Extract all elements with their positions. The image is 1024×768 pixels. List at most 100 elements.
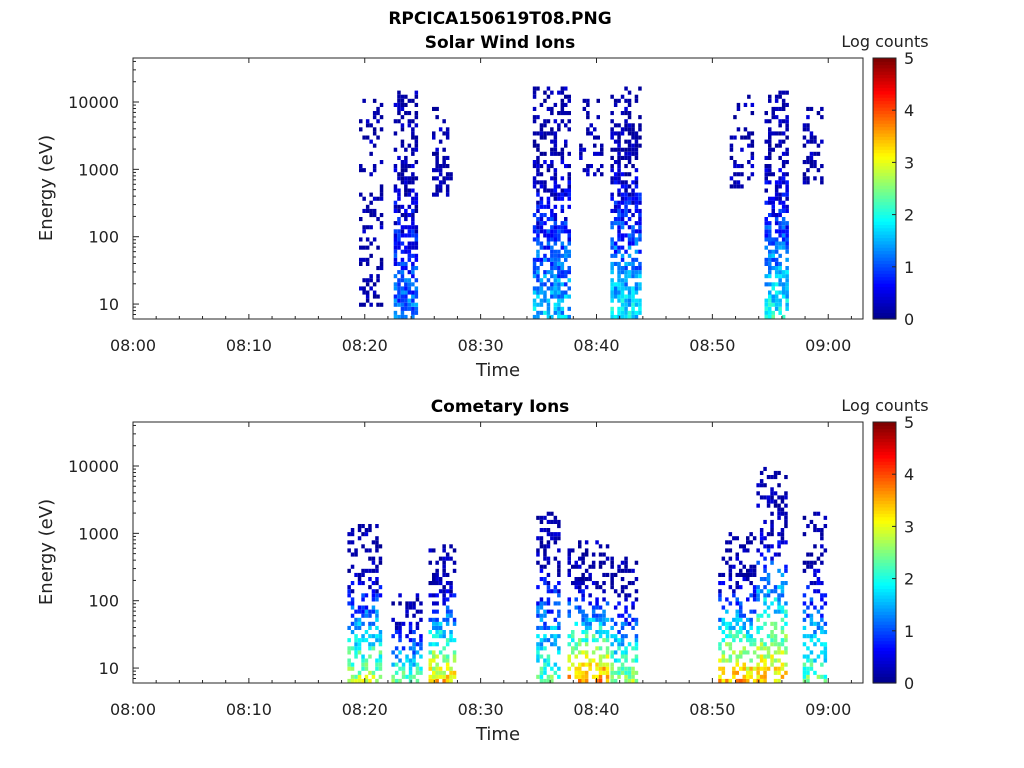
heatmap-cell xyxy=(536,249,540,254)
heatmap-cell xyxy=(379,192,384,197)
heatmap-cell xyxy=(729,184,734,189)
heatmap-cell xyxy=(415,670,420,675)
heatmap-cell xyxy=(809,106,814,111)
colorbar-segment xyxy=(873,555,896,560)
heatmap-cell xyxy=(407,176,412,181)
heatmap-cell xyxy=(631,233,635,238)
heatmap-cell xyxy=(806,658,810,663)
heatmap-cell xyxy=(414,233,419,238)
heatmap-cell xyxy=(746,666,750,671)
heatmap-cell xyxy=(536,609,540,614)
heatmap-cell xyxy=(411,274,415,279)
heatmap-cell xyxy=(582,106,587,111)
heatmap-cell xyxy=(774,180,779,185)
heatmap-cell xyxy=(432,548,436,553)
heatmap-cell xyxy=(588,572,592,577)
heatmap-cell xyxy=(442,560,446,565)
heatmap-cell xyxy=(598,560,603,565)
heatmap-cell xyxy=(411,172,415,177)
heatmap-cell xyxy=(620,621,625,626)
heatmap-cell xyxy=(553,184,558,189)
heatmap-cell xyxy=(546,609,551,614)
heatmap-cell xyxy=(617,568,621,573)
heatmap-cell xyxy=(543,253,547,258)
heatmap-cell xyxy=(785,102,789,107)
heatmap-cell xyxy=(432,192,436,197)
heatmap-cell xyxy=(809,131,814,136)
heatmap-cell xyxy=(581,674,585,679)
heatmap-cell xyxy=(408,638,413,643)
heatmap-cell xyxy=(718,642,722,647)
heatmap-cell xyxy=(407,270,412,275)
heatmap-cell xyxy=(411,266,415,271)
heatmap-cell xyxy=(408,670,413,675)
heatmap-cell xyxy=(593,135,597,140)
heatmap-cell xyxy=(539,221,544,226)
heatmap-cell xyxy=(361,662,365,667)
heatmap-cell xyxy=(763,621,767,626)
heatmap-cell xyxy=(350,605,355,610)
heatmap-cell xyxy=(550,253,554,258)
heatmap-cell xyxy=(400,164,405,169)
heatmap-cell xyxy=(532,290,537,295)
heatmap-cell xyxy=(617,601,621,606)
heatmap-cell xyxy=(627,102,632,107)
heatmap-cell xyxy=(378,638,383,643)
heatmap-cell xyxy=(768,164,772,169)
heatmap-cell xyxy=(411,131,415,136)
heatmap-cell xyxy=(378,593,383,598)
heatmap-cell xyxy=(400,180,405,185)
heatmap-cell xyxy=(742,621,746,626)
heatmap-cell xyxy=(560,245,565,250)
heatmap-cell xyxy=(778,123,782,128)
heatmap-cell xyxy=(771,147,775,152)
heatmap-cell xyxy=(550,270,554,275)
heatmap-cell xyxy=(365,282,370,287)
heatmap-cell xyxy=(411,221,415,226)
heatmap-cell xyxy=(742,646,746,651)
heatmap-cell xyxy=(605,678,610,683)
heatmap-cell xyxy=(407,257,412,262)
heatmap-cell xyxy=(391,601,395,606)
heatmap-cell xyxy=(365,290,370,295)
heatmap-cell xyxy=(536,605,540,610)
x-axis-label: Time xyxy=(475,724,520,745)
heatmap-cell xyxy=(763,536,767,541)
heatmap-cell xyxy=(768,229,772,234)
heatmap-cell xyxy=(764,172,768,177)
heatmap-cell xyxy=(404,160,408,165)
colorbar-tick-label: 1 xyxy=(904,622,914,641)
heatmap-cell xyxy=(605,674,610,679)
heatmap-cell xyxy=(638,115,642,120)
heatmap-cell xyxy=(778,282,782,287)
heatmap-cell xyxy=(564,274,568,279)
heatmap-cell xyxy=(445,658,450,663)
heatmap-cell xyxy=(567,613,571,618)
heatmap-cell xyxy=(428,650,432,655)
heatmap-cell xyxy=(359,245,363,250)
heatmap-cell xyxy=(823,654,828,659)
heatmap-cell xyxy=(735,630,739,635)
heatmap-cell xyxy=(546,678,551,683)
heatmap-cell xyxy=(560,86,565,91)
heatmap-cell xyxy=(620,270,625,275)
heatmap-cell xyxy=(560,188,565,193)
heatmap-cell xyxy=(560,155,565,160)
heatmap-cell xyxy=(778,180,782,185)
heatmap-cell xyxy=(432,678,436,683)
heatmap-cell xyxy=(435,678,439,683)
heatmap-cell xyxy=(411,306,415,311)
heatmap-cell xyxy=(411,253,415,258)
heatmap-cell xyxy=(728,601,733,606)
heatmap-cell xyxy=(560,196,565,201)
heatmap-cell xyxy=(588,593,592,598)
heatmap-cell xyxy=(574,646,578,651)
heatmap-cell xyxy=(820,536,824,541)
heatmap-cell xyxy=(627,674,632,679)
heatmap-cell xyxy=(728,642,733,647)
colorbar-segment xyxy=(873,490,896,495)
heatmap-cell xyxy=(404,217,408,222)
x-tick-label: 08:30 xyxy=(458,336,504,355)
colorbar-segment xyxy=(873,136,896,141)
heatmap-cell xyxy=(567,172,571,177)
